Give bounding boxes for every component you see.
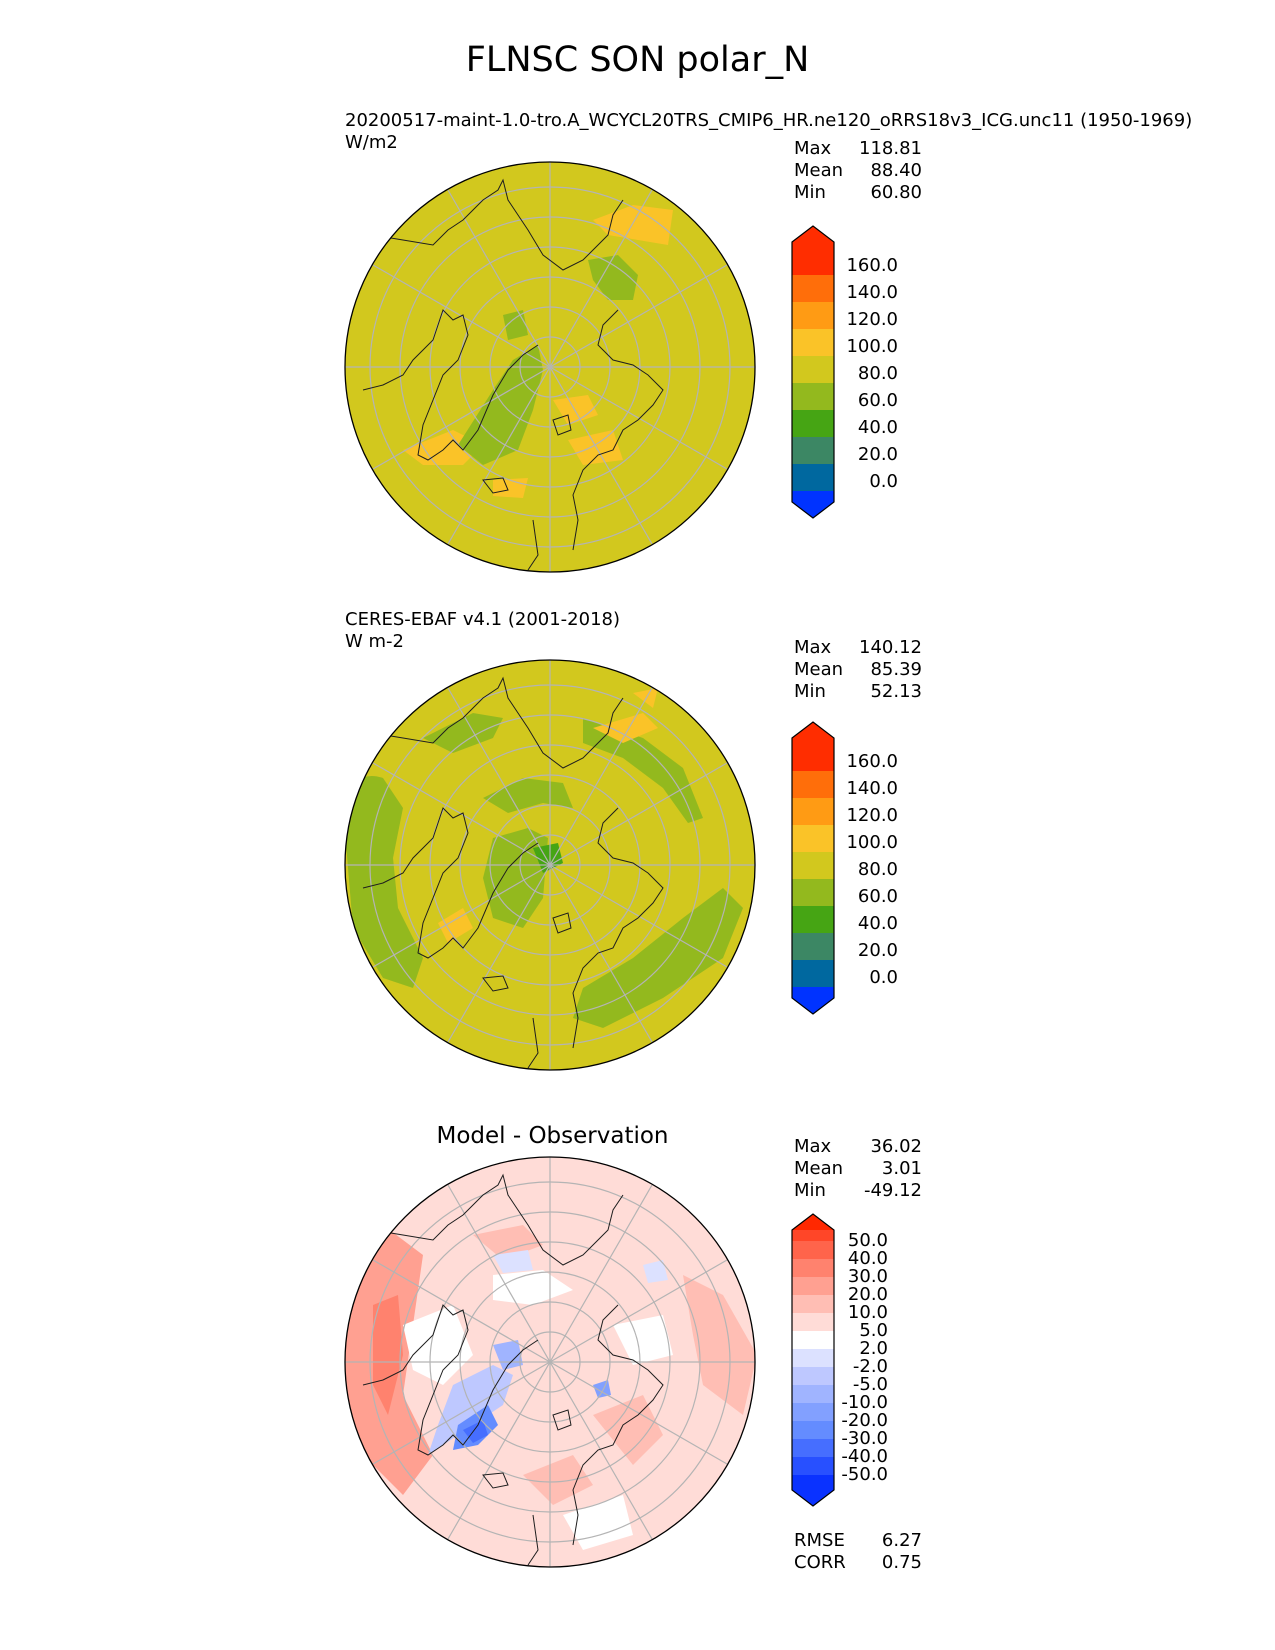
tick-label: 80.0: [857, 859, 898, 880]
tick-label: 160.0: [846, 751, 898, 772]
tick-label: 80.0: [857, 363, 898, 384]
stats-block: Max 140.12 Mean 85.39 Min 52.13: [794, 637, 922, 703]
colorbar: [791, 1213, 835, 1507]
panel-units: W/m2: [345, 132, 398, 153]
tick-label: 20.0: [847, 1284, 888, 1305]
metric-corr: CORR 0.75: [794, 1552, 922, 1573]
colorbar: [791, 721, 835, 1015]
stat-max: Max 118.81: [794, 138, 922, 159]
panel-title: Model - Observation: [436, 1123, 669, 1149]
tick-label: 30.0: [847, 1266, 888, 1287]
tick-label: 20.0: [857, 444, 898, 465]
polar-map: [344, 1156, 756, 1568]
figure-title: FLNSC SON polar_N: [465, 40, 810, 80]
colorbar: [791, 225, 835, 519]
tick-label: 10.0: [847, 1302, 888, 1323]
tick-label: 100.0: [846, 336, 898, 357]
tick-label: -2.0: [852, 1356, 888, 1377]
tick-label: -50.0: [841, 1464, 888, 1485]
tick-label: 40.0: [857, 913, 898, 934]
stat-min: Min -49.12: [794, 1180, 922, 1201]
tick-label: 40.0: [847, 1248, 888, 1269]
tick-label: -10.0: [841, 1392, 888, 1413]
tick-label: 50.0: [847, 1230, 888, 1251]
metric-rmse: RMSE 6.27: [794, 1530, 922, 1551]
metrics-block: RMSE 6.27 CORR 0.75: [794, 1530, 922, 1574]
panel-title: 20200517-maint-1.0-tro.A_WCYCL20TRS_CMIP…: [345, 110, 1193, 131]
tick-label: 5.0: [859, 1320, 888, 1341]
tick-label: -5.0: [852, 1374, 888, 1395]
polar-map: [344, 659, 756, 1071]
tick-label: 20.0: [857, 940, 898, 961]
stat-mean: Mean 85.39: [794, 659, 922, 680]
tick-label: 2.0: [859, 1338, 888, 1359]
tick-label: -30.0: [841, 1428, 888, 1449]
tick-label: 140.0: [846, 778, 898, 799]
tick-label: 60.0: [857, 886, 898, 907]
tick-label: 40.0: [857, 417, 898, 438]
stat-mean: Mean 3.01: [794, 1158, 922, 1179]
panel-units: W m-2: [345, 631, 405, 652]
tick-label: -40.0: [841, 1446, 888, 1467]
tick-label: 0.0: [869, 471, 898, 492]
stat-mean: Mean 88.40: [794, 160, 922, 181]
polar-map: [344, 161, 756, 573]
tick-label: 160.0: [846, 255, 898, 276]
stat-min: Min 52.13: [794, 681, 922, 702]
tick-label: 0.0: [869, 967, 898, 988]
tick-label: 140.0: [846, 282, 898, 303]
tick-label: 120.0: [846, 805, 898, 826]
stat-max: Max 36.02: [794, 1136, 922, 1157]
panel-title: CERES-EBAF v4.1 (2001-2018): [345, 609, 621, 630]
stat-min: Min 60.80: [794, 182, 922, 203]
tick-label: 100.0: [846, 832, 898, 853]
stats-block: Max 36.02 Mean 3.01 Min -49.12: [794, 1136, 922, 1202]
tick-label: 60.0: [857, 390, 898, 411]
tick-label: -20.0: [841, 1410, 888, 1431]
stats-block: Max 118.81 Mean 88.40 Min 60.80: [794, 138, 922, 204]
tick-label: 120.0: [846, 309, 898, 330]
stat-max: Max 140.12: [794, 637, 922, 658]
